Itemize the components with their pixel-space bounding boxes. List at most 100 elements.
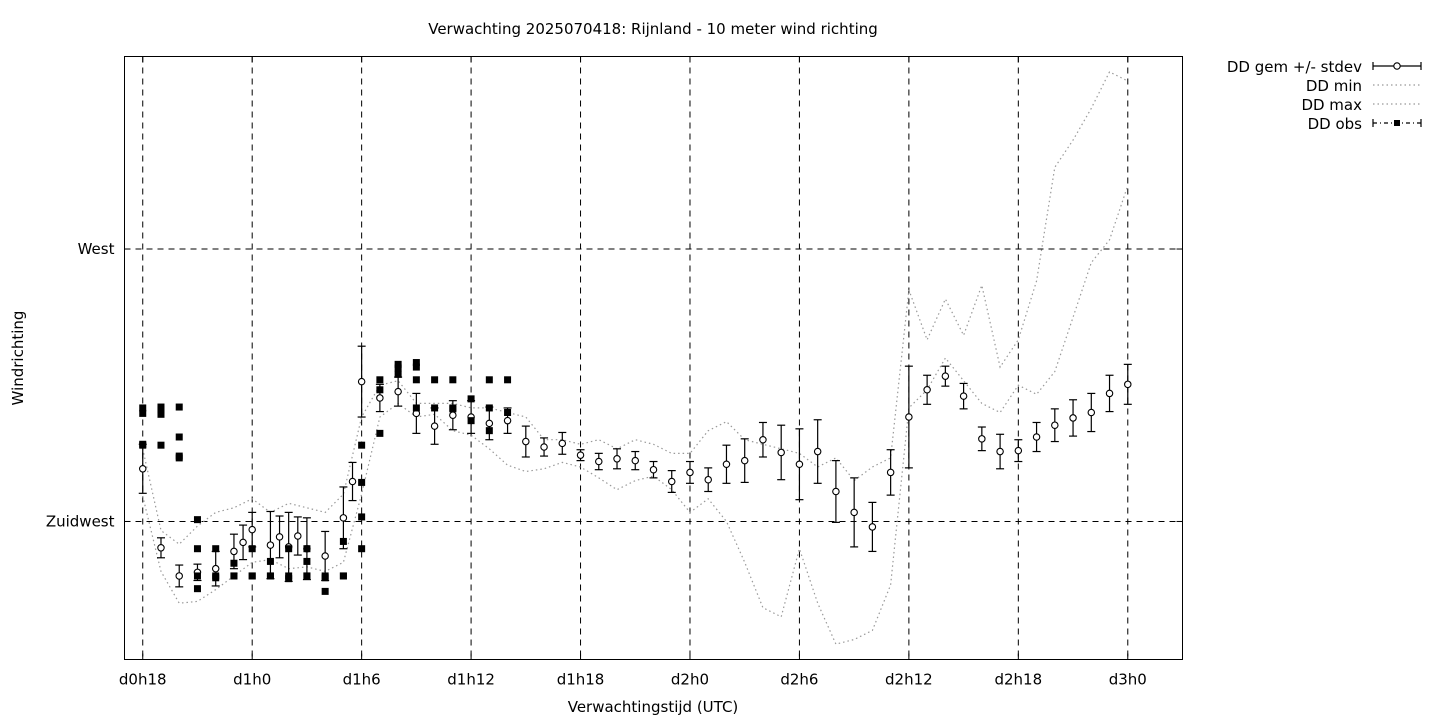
mean-point: [613, 455, 621, 463]
mean-point: [1032, 433, 1041, 441]
mean-point: [485, 419, 494, 428]
legend-label-mean: DD gem +/- stdev: [1227, 58, 1362, 76]
obs-point: [230, 559, 238, 567]
obs-point: [139, 409, 147, 417]
mean-point: [211, 564, 220, 573]
x-tick-label: d2h6: [780, 671, 818, 689]
obs-point: [412, 363, 420, 371]
mean-point: [686, 468, 694, 477]
mean-point: [1087, 408, 1096, 417]
mean-point: [376, 394, 384, 402]
chart-title: Verwachting 2025070418: Rijnland - 10 me…: [428, 20, 878, 38]
x-tick-label: d1h6: [343, 671, 381, 689]
obs-point: [285, 575, 293, 583]
mean-point: [978, 435, 986, 443]
x-axis-ticks: d0h18 d1h0 d1h6 d1h12 d1h18 d2h0 d2h6 d2h12 d2h1…: [119, 56, 1147, 689]
mean-point: [777, 448, 785, 457]
mean-point: [1069, 414, 1077, 422]
legend-entry-obs: DD obs: [1308, 115, 1422, 133]
x-tick-label: d2h12: [885, 671, 933, 689]
mean-point: [759, 435, 767, 444]
y-axis-ticks: Zuidwest West: [46, 240, 1183, 530]
obs-point: [358, 441, 366, 449]
obs-point: [449, 405, 457, 413]
mean-point: [868, 523, 877, 531]
obs-point: [266, 572, 274, 580]
obs-point: [467, 395, 475, 403]
obs-point: [394, 360, 402, 368]
min-max-envelope: [142, 71, 1129, 645]
x-tick-label: d1h18: [557, 671, 605, 689]
obs-point: [376, 376, 384, 384]
mean-point: [266, 541, 275, 549]
x-tick-label: d1h0: [233, 671, 271, 689]
mean-point: [357, 377, 366, 386]
obs-point: [212, 574, 220, 582]
mean-point: [430, 422, 439, 430]
obs-point: [193, 516, 201, 524]
legend-label-min: DD min: [1306, 77, 1362, 95]
x-tick-label: d3h0: [1109, 671, 1147, 689]
obs-point: [193, 585, 201, 593]
legend-entry-min: DD min: [1306, 77, 1421, 95]
mean-point: [522, 437, 530, 446]
obs-point: [358, 545, 366, 553]
obs-point: [504, 408, 512, 416]
obs-point: [467, 417, 475, 425]
mean-point: [850, 508, 858, 517]
obs-point: [266, 557, 274, 565]
obs-point: [321, 572, 329, 580]
mean-point: [941, 372, 950, 380]
legend-label-max: DD max: [1301, 96, 1362, 114]
obs-point: [157, 403, 165, 411]
x-tick-label: d2h18: [994, 671, 1042, 689]
mean-point: [923, 386, 931, 394]
mean-point: [813, 447, 822, 456]
mean-point: [667, 477, 676, 486]
obs-point: [175, 403, 183, 411]
obs-point: [175, 452, 183, 460]
y-tick-label: Zuidwest: [46, 512, 115, 530]
obs-point: [303, 545, 311, 553]
mean-point: [175, 572, 183, 580]
mean-point: [704, 475, 712, 484]
obs-point: [485, 427, 493, 435]
obs-point: [358, 513, 366, 521]
mean-point: [795, 460, 804, 469]
obs-point: [394, 370, 402, 378]
x-axis-label: Verwachtingstijd (UTC): [568, 698, 739, 716]
legend-entry-max: DD max: [1301, 96, 1421, 114]
obs-point: [339, 572, 347, 580]
mean-point: [394, 387, 402, 396]
mean-point: [339, 514, 348, 522]
obs-point: [303, 572, 311, 580]
mean-point: [294, 532, 302, 540]
mean-point: [157, 544, 165, 552]
legend-label-obs: DD obs: [1308, 115, 1363, 133]
observation-points: [139, 359, 512, 595]
legend-marker-mean: [1393, 62, 1401, 70]
obs-point: [230, 572, 238, 580]
mean-point: [1105, 389, 1114, 398]
mean-point: [649, 465, 658, 474]
obs-point: [248, 545, 256, 553]
mean-point: [996, 447, 1004, 456]
mean-point: [1014, 446, 1023, 455]
x-tick-label: d1h12: [447, 671, 495, 689]
mean-point: [740, 456, 749, 465]
mean-point: [348, 477, 357, 486]
mean-point: [595, 457, 603, 466]
obs-point: [376, 386, 384, 394]
obs-point: [285, 545, 293, 553]
obs-point: [358, 478, 366, 486]
mean-point: [1051, 421, 1059, 429]
mean-point: [886, 468, 895, 477]
obs-point: [139, 404, 147, 412]
mean-point: [1124, 380, 1132, 389]
mean-point: [722, 460, 731, 469]
obs-point: [157, 441, 165, 449]
dd-max-line: [142, 71, 1129, 545]
mean-point: [239, 538, 247, 547]
obs-point: [412, 376, 420, 384]
